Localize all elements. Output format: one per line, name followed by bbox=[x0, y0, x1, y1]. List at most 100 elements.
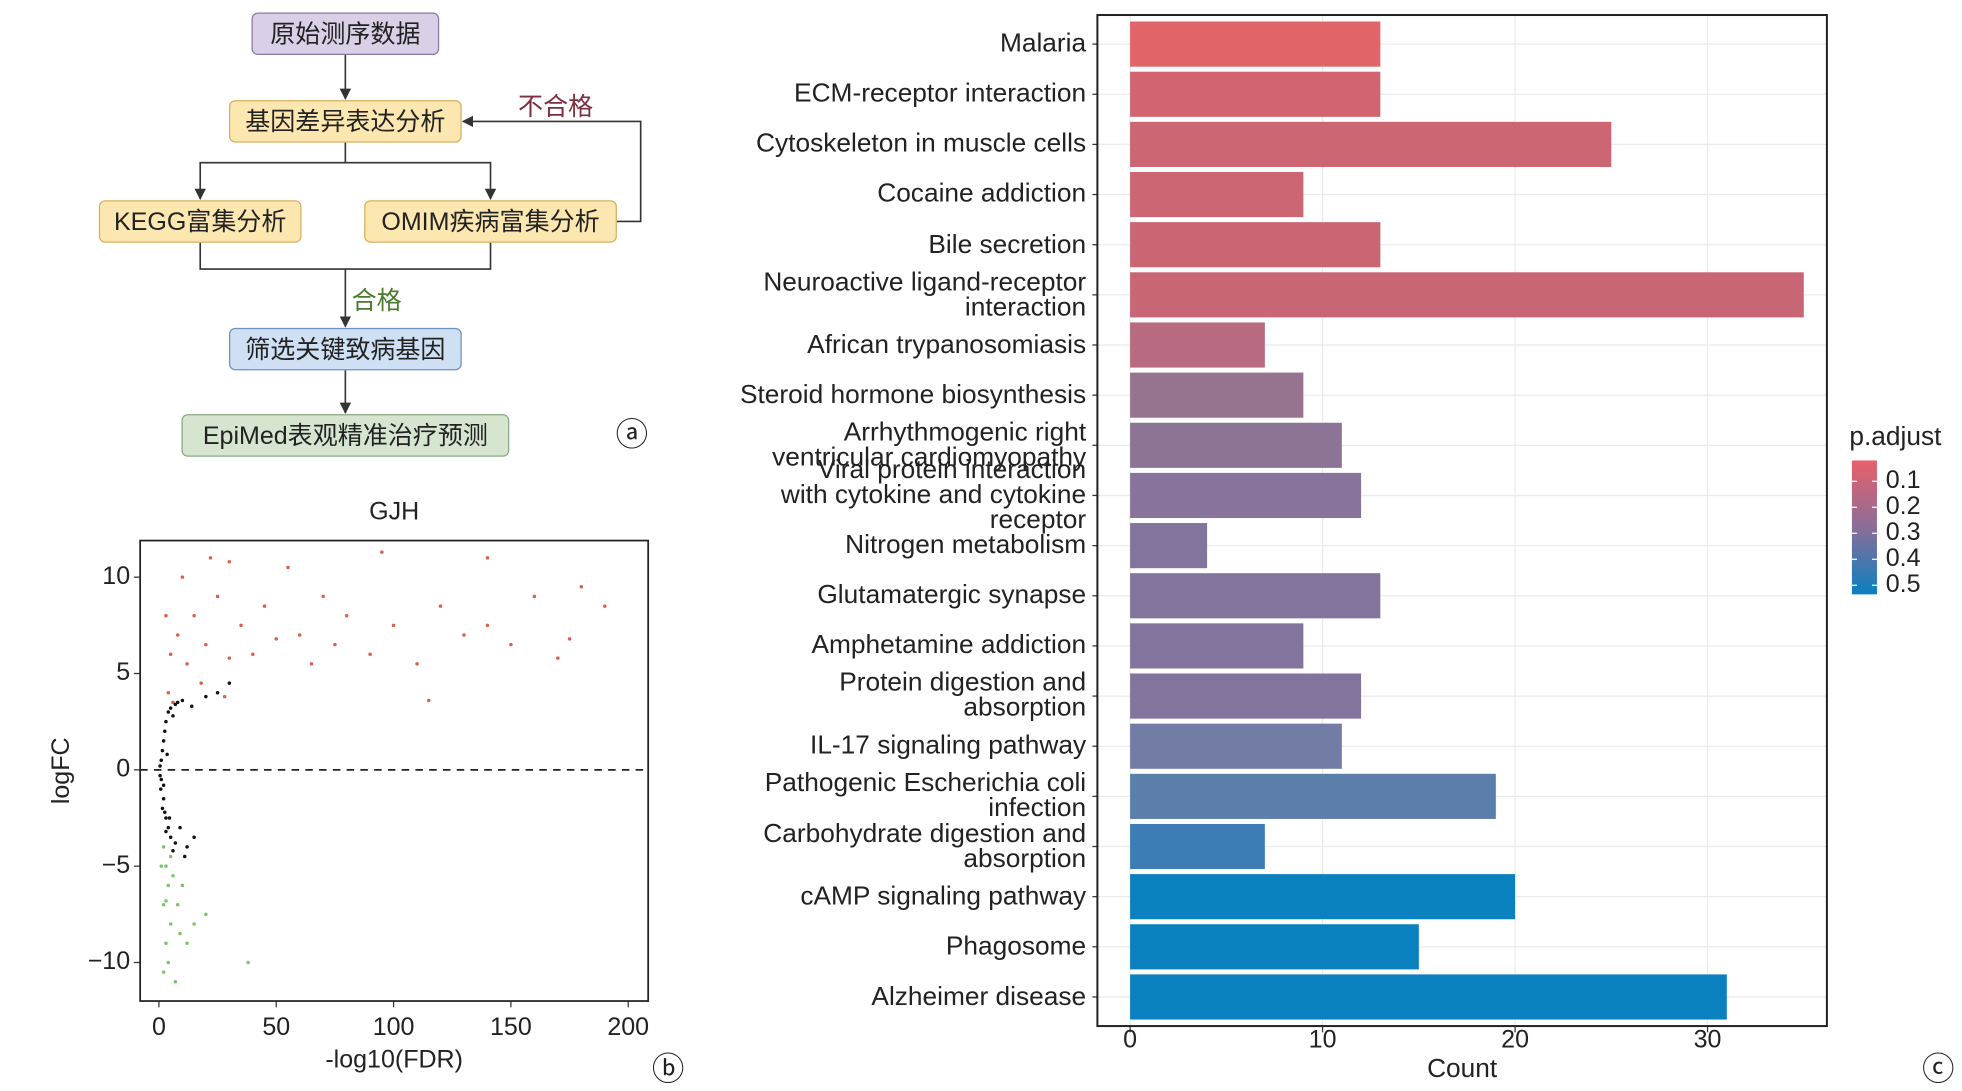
point bbox=[171, 714, 175, 718]
y-axis-label: logFC bbox=[47, 737, 75, 804]
category-label: Alzheimer disease bbox=[871, 981, 1087, 1011]
point bbox=[161, 783, 166, 788]
point bbox=[344, 613, 349, 618]
point bbox=[164, 816, 168, 820]
point bbox=[204, 642, 208, 647]
arrow bbox=[345, 161, 497, 201]
x-tick-label: 30 bbox=[1694, 1026, 1722, 1054]
point bbox=[180, 575, 185, 579]
point bbox=[192, 613, 196, 618]
legend-label: 0.1 bbox=[1886, 466, 1921, 494]
bar bbox=[1130, 974, 1727, 1020]
category-label: ECM-receptor interaction bbox=[794, 79, 1087, 109]
point bbox=[180, 698, 185, 703]
y-tick-label: −10 bbox=[88, 947, 130, 975]
point bbox=[532, 594, 537, 599]
point bbox=[567, 637, 572, 641]
category-label: Glutamatergic synapse bbox=[817, 580, 1087, 610]
category-label: Arrhythmogenic right ventricular cardiom… bbox=[772, 417, 1087, 472]
point bbox=[164, 899, 168, 903]
category-label: Steroid hormone biosynthesis bbox=[739, 380, 1087, 409]
point bbox=[171, 874, 175, 878]
point bbox=[161, 970, 166, 974]
point bbox=[222, 694, 227, 699]
bar bbox=[1130, 171, 1304, 218]
point bbox=[164, 613, 168, 618]
panel-label: ⓑ bbox=[652, 1050, 685, 1088]
point bbox=[251, 652, 255, 656]
point bbox=[415, 662, 419, 666]
point bbox=[227, 681, 232, 685]
bar bbox=[1130, 272, 1804, 318]
point bbox=[185, 662, 189, 666]
point bbox=[208, 556, 213, 560]
point bbox=[204, 912, 208, 917]
flow-node: OMIM疾病富集分析 bbox=[364, 200, 617, 243]
edge-label: 合格 bbox=[351, 287, 402, 316]
legend-label: 0.4 bbox=[1886, 544, 1921, 572]
category-label: Cytoskeleton in muscle cells bbox=[756, 129, 1087, 159]
x-tick-label: 100 bbox=[373, 1013, 415, 1041]
chart-title: GJH bbox=[369, 498, 419, 526]
x-axis-label: -log10(FDR) bbox=[325, 1046, 463, 1074]
panel-label: ⓐ bbox=[616, 416, 649, 454]
point bbox=[190, 704, 194, 709]
point bbox=[163, 810, 167, 814]
point bbox=[178, 931, 182, 936]
point bbox=[204, 694, 208, 699]
x-tick-label: 0 bbox=[152, 1013, 166, 1041]
bar bbox=[1130, 723, 1342, 769]
category-label: cAMP signaling pathway bbox=[800, 881, 1087, 911]
bar bbox=[1130, 924, 1419, 970]
point bbox=[556, 656, 560, 660]
point bbox=[239, 623, 243, 628]
point bbox=[160, 806, 165, 811]
category-label: Bile secretion bbox=[928, 229, 1087, 259]
bar bbox=[1130, 222, 1381, 268]
x-axis-label: Count bbox=[1427, 1053, 1498, 1083]
x-tick-label: 10 bbox=[1309, 1026, 1337, 1054]
arrow bbox=[199, 242, 492, 270]
category-label: Nitrogen metabolism bbox=[845, 530, 1087, 560]
category-label: IL-17 signaling pathway bbox=[810, 731, 1087, 760]
legend-label: 0.2 bbox=[1886, 492, 1921, 520]
point bbox=[159, 787, 163, 791]
bar bbox=[1130, 573, 1381, 619]
point bbox=[427, 698, 431, 703]
point bbox=[171, 849, 175, 853]
point bbox=[173, 702, 178, 707]
point bbox=[227, 560, 232, 564]
point bbox=[160, 748, 165, 753]
category-label: African trypanosomiasis bbox=[807, 329, 1087, 359]
point bbox=[158, 773, 162, 778]
legend-title: p.adjust bbox=[1849, 421, 1942, 451]
point bbox=[159, 758, 164, 762]
y-tick-label: 5 bbox=[116, 658, 130, 686]
x-tick-label: 20 bbox=[1501, 1026, 1529, 1054]
flow-arrows bbox=[194, 55, 642, 415]
point bbox=[175, 633, 180, 637]
point bbox=[185, 941, 189, 945]
point bbox=[168, 652, 173, 656]
category-label: Viral protein interaction with cytokine … bbox=[780, 455, 1087, 535]
category-label: Phagosome bbox=[945, 931, 1087, 961]
category-label: Amphetamine addiction bbox=[811, 630, 1087, 660]
category-label: Cocaine addiction bbox=[877, 179, 1087, 209]
bar bbox=[1130, 773, 1496, 819]
point bbox=[166, 960, 171, 965]
legend-label: 0.3 bbox=[1886, 518, 1921, 546]
point bbox=[380, 550, 384, 554]
point bbox=[286, 565, 290, 570]
point bbox=[227, 656, 232, 660]
bar bbox=[1130, 372, 1304, 418]
x-tick-label: 0 bbox=[1123, 1026, 1137, 1054]
plot-frame bbox=[1096, 14, 1828, 1028]
point bbox=[173, 980, 178, 984]
bar bbox=[1130, 874, 1516, 920]
bar bbox=[1130, 472, 1362, 519]
bar bbox=[1130, 523, 1208, 569]
category-label: Neuroactive ligand-receptor interaction bbox=[763, 267, 1087, 322]
point bbox=[603, 604, 607, 608]
